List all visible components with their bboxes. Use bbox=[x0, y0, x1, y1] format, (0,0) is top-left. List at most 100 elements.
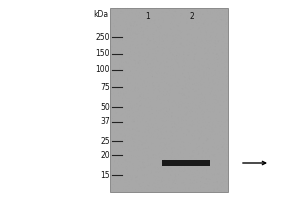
Point bbox=[175, 45, 179, 48]
Point bbox=[157, 166, 162, 169]
Point bbox=[115, 87, 119, 90]
Point bbox=[206, 138, 210, 141]
Point bbox=[123, 15, 128, 18]
Point bbox=[175, 152, 180, 155]
Point bbox=[137, 112, 142, 115]
Point bbox=[199, 129, 204, 133]
Point bbox=[164, 17, 169, 21]
Point bbox=[204, 71, 209, 74]
Point bbox=[143, 156, 148, 159]
Point bbox=[125, 127, 130, 130]
Point bbox=[153, 178, 158, 182]
Point bbox=[120, 36, 124, 39]
Point bbox=[119, 61, 124, 64]
Point bbox=[125, 76, 130, 80]
Point bbox=[131, 58, 136, 62]
Text: 1: 1 bbox=[146, 12, 150, 21]
Point bbox=[162, 89, 167, 92]
Point bbox=[120, 123, 125, 126]
Point bbox=[127, 160, 131, 163]
Point bbox=[130, 68, 135, 71]
Point bbox=[162, 62, 167, 65]
Text: 50: 50 bbox=[100, 102, 110, 112]
Point bbox=[129, 23, 134, 26]
Point bbox=[129, 63, 134, 66]
Point bbox=[167, 58, 171, 61]
Point bbox=[123, 60, 128, 63]
Point bbox=[170, 122, 175, 125]
Point bbox=[204, 170, 208, 174]
Point bbox=[124, 181, 128, 184]
Point bbox=[150, 8, 154, 11]
Point bbox=[121, 99, 125, 103]
Point bbox=[187, 186, 192, 189]
Point bbox=[184, 95, 189, 98]
Point bbox=[155, 69, 160, 72]
Point bbox=[116, 33, 121, 37]
Point bbox=[220, 35, 225, 38]
Point bbox=[183, 183, 188, 186]
Point bbox=[144, 63, 149, 66]
Point bbox=[130, 119, 135, 122]
Point bbox=[207, 39, 212, 42]
Point bbox=[218, 111, 222, 114]
Point bbox=[136, 16, 141, 20]
Point bbox=[145, 187, 149, 190]
Point bbox=[124, 149, 129, 152]
Point bbox=[194, 56, 199, 60]
Point bbox=[175, 157, 180, 160]
Point bbox=[184, 119, 189, 122]
Point bbox=[126, 65, 131, 68]
Point bbox=[123, 23, 128, 26]
Point bbox=[215, 103, 220, 107]
Point bbox=[164, 143, 168, 146]
Point bbox=[175, 34, 180, 37]
Point bbox=[190, 102, 195, 105]
Point bbox=[189, 125, 194, 128]
Point bbox=[191, 75, 196, 78]
Point bbox=[168, 34, 172, 37]
Point bbox=[220, 66, 225, 69]
Point bbox=[184, 105, 188, 109]
Point bbox=[225, 158, 230, 162]
Point bbox=[117, 99, 122, 102]
Point bbox=[163, 34, 167, 37]
Point bbox=[179, 126, 184, 130]
Point bbox=[159, 93, 164, 96]
Point bbox=[190, 118, 195, 121]
Point bbox=[157, 64, 162, 67]
Point bbox=[129, 65, 134, 69]
Point bbox=[127, 136, 131, 139]
Point bbox=[197, 45, 202, 48]
Point bbox=[162, 120, 167, 123]
Point bbox=[122, 143, 127, 146]
Point bbox=[220, 9, 225, 12]
Point bbox=[211, 52, 216, 55]
Point bbox=[220, 77, 224, 80]
Point bbox=[205, 8, 209, 11]
Point bbox=[221, 17, 226, 20]
Point bbox=[116, 48, 120, 51]
Point bbox=[164, 76, 169, 79]
Point bbox=[224, 86, 229, 89]
Point bbox=[133, 59, 137, 62]
Point bbox=[110, 128, 115, 131]
Point bbox=[215, 20, 220, 23]
Point bbox=[134, 67, 139, 70]
Point bbox=[216, 57, 221, 60]
Point bbox=[209, 75, 214, 78]
Point bbox=[148, 163, 153, 166]
Point bbox=[188, 178, 192, 181]
Point bbox=[120, 12, 125, 15]
Point bbox=[202, 112, 207, 115]
Point bbox=[182, 165, 187, 168]
Point bbox=[160, 21, 165, 24]
Point bbox=[200, 81, 204, 84]
Point bbox=[214, 10, 219, 13]
Point bbox=[178, 42, 182, 46]
Point bbox=[212, 188, 217, 192]
Point bbox=[197, 50, 202, 53]
Point bbox=[116, 98, 121, 101]
Point bbox=[117, 87, 122, 90]
Point bbox=[120, 90, 125, 93]
